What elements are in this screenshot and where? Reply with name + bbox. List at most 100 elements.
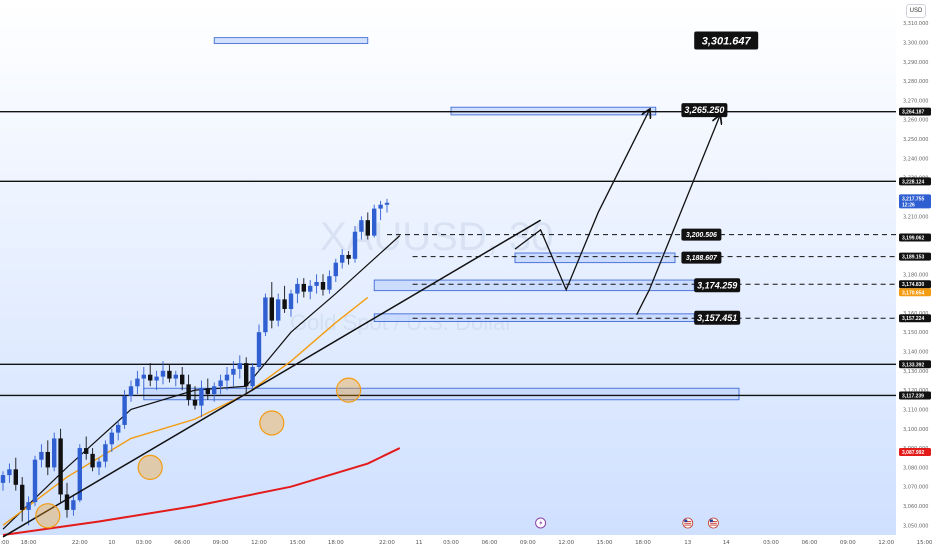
candle-body bbox=[122, 395, 127, 425]
price-tag bbox=[899, 360, 931, 369]
x-tick-label: 13 bbox=[684, 540, 691, 546]
price-callout-label: 3,301.647 bbox=[702, 35, 752, 47]
price-tag bbox=[899, 314, 931, 323]
price-tag bbox=[899, 288, 931, 297]
candle-body bbox=[71, 500, 76, 510]
x-tick-label: 10 bbox=[108, 540, 115, 546]
x-tick-label: 06:00 bbox=[174, 540, 190, 546]
y-tick-label: 3,180.000 bbox=[903, 272, 928, 278]
price-tag bbox=[899, 280, 931, 289]
y-tick-label: 3,310.000 bbox=[903, 21, 928, 27]
candle-body bbox=[39, 451, 44, 460]
x-tick-label: 18:00 bbox=[328, 540, 344, 546]
y-tick-label: 3,260.000 bbox=[903, 118, 928, 124]
flag-canton bbox=[709, 519, 713, 523]
touch-marker bbox=[336, 377, 362, 403]
touch-marker bbox=[35, 503, 61, 529]
x-tick-label: 03:00 bbox=[443, 540, 459, 546]
candle-body bbox=[173, 374, 178, 379]
zone-box bbox=[213, 37, 369, 44]
price-tag-sub: 12:26 bbox=[902, 202, 915, 208]
y-tick-label: 3,060.000 bbox=[903, 504, 928, 510]
y-tick-label: 3,140.000 bbox=[903, 350, 928, 356]
lightning-glyph bbox=[539, 519, 543, 527]
x-tick-label: 09:00 bbox=[520, 540, 536, 546]
candle-body bbox=[7, 469, 12, 476]
touch-marker bbox=[137, 454, 163, 481]
candle-body bbox=[384, 202, 390, 205]
candle-body bbox=[282, 299, 287, 310]
y-tick-label: 3,300.000 bbox=[903, 40, 928, 46]
time-axis bbox=[0, 535, 896, 550]
candle-body bbox=[148, 374, 153, 381]
y-tick-label: 3,210.000 bbox=[903, 214, 928, 220]
price-tag-label: 3,117.239 bbox=[902, 393, 924, 399]
candle-body bbox=[96, 461, 102, 468]
candle-body bbox=[365, 220, 370, 236]
watermark-symbol: XAUUSD, 30 bbox=[320, 215, 553, 259]
candle-body bbox=[301, 283, 306, 292]
x-tick-label: 22:00 bbox=[72, 540, 88, 546]
price-tag bbox=[899, 252, 931, 261]
candle-body bbox=[116, 424, 121, 433]
price-callout bbox=[694, 310, 741, 325]
candle-body bbox=[103, 444, 108, 462]
candle-body bbox=[276, 299, 281, 321]
touch-marker bbox=[259, 410, 285, 436]
currency-button[interactable]: USD bbox=[906, 4, 926, 18]
zone-box bbox=[143, 387, 740, 401]
candle-body bbox=[154, 376, 159, 381]
candle-body bbox=[250, 366, 255, 387]
price-tag-label: 3,087.992 bbox=[902, 450, 924, 456]
candle-body bbox=[167, 370, 172, 379]
price-tag-label: 3,228.124 bbox=[902, 179, 924, 185]
price-tag bbox=[899, 177, 931, 186]
candle-body bbox=[160, 370, 166, 377]
y-tick-label: 3,290.000 bbox=[903, 60, 928, 66]
x-tick-label: 18:00 bbox=[635, 540, 651, 546]
x-tick-label: 06:00 bbox=[481, 540, 497, 546]
candle-body bbox=[0, 475, 6, 483]
candle-body bbox=[237, 363, 242, 369]
candle-body bbox=[90, 453, 95, 468]
candle-body bbox=[224, 374, 230, 381]
candle-body bbox=[327, 276, 332, 290]
candle-body bbox=[20, 484, 25, 510]
price-axis bbox=[896, 0, 932, 550]
price-callout-label: 3,188.607 bbox=[686, 255, 718, 262]
candle-body bbox=[13, 469, 18, 485]
x-tick-label: 4:00 bbox=[0, 540, 10, 546]
zone-box bbox=[373, 313, 695, 322]
price-tag-label: 3,133.392 bbox=[902, 362, 924, 368]
candle-body bbox=[128, 386, 134, 396]
y-tick-label: 3,080.000 bbox=[903, 465, 928, 471]
price-callout bbox=[681, 103, 728, 118]
candle-body bbox=[218, 380, 223, 387]
plot-background bbox=[0, 0, 896, 535]
x-tick-label: 11 bbox=[416, 540, 423, 546]
flag-canton bbox=[684, 519, 688, 523]
candle-body bbox=[180, 374, 185, 385]
candle-body bbox=[372, 208, 377, 236]
price-callout-label: 3,265.250 bbox=[684, 105, 724, 115]
price-tag bbox=[899, 447, 931, 456]
price-tag bbox=[899, 194, 931, 209]
candle-body bbox=[84, 448, 89, 454]
candle-body bbox=[340, 254, 345, 263]
candle-body bbox=[314, 281, 319, 286]
y-tick-label: 3,270.000 bbox=[903, 98, 928, 104]
price-callout bbox=[681, 228, 722, 241]
candle-body bbox=[288, 293, 294, 310]
y-tick-label: 3,130.000 bbox=[903, 369, 928, 375]
zone-box bbox=[514, 252, 676, 264]
price-callout bbox=[694, 31, 759, 50]
candle-body bbox=[263, 297, 268, 333]
x-tick-label: 03:00 bbox=[136, 540, 152, 546]
price-tag bbox=[899, 391, 931, 400]
candle-body bbox=[295, 283, 300, 294]
price-callout bbox=[681, 251, 722, 264]
candle-body bbox=[269, 297, 274, 321]
candle-body bbox=[141, 374, 146, 379]
